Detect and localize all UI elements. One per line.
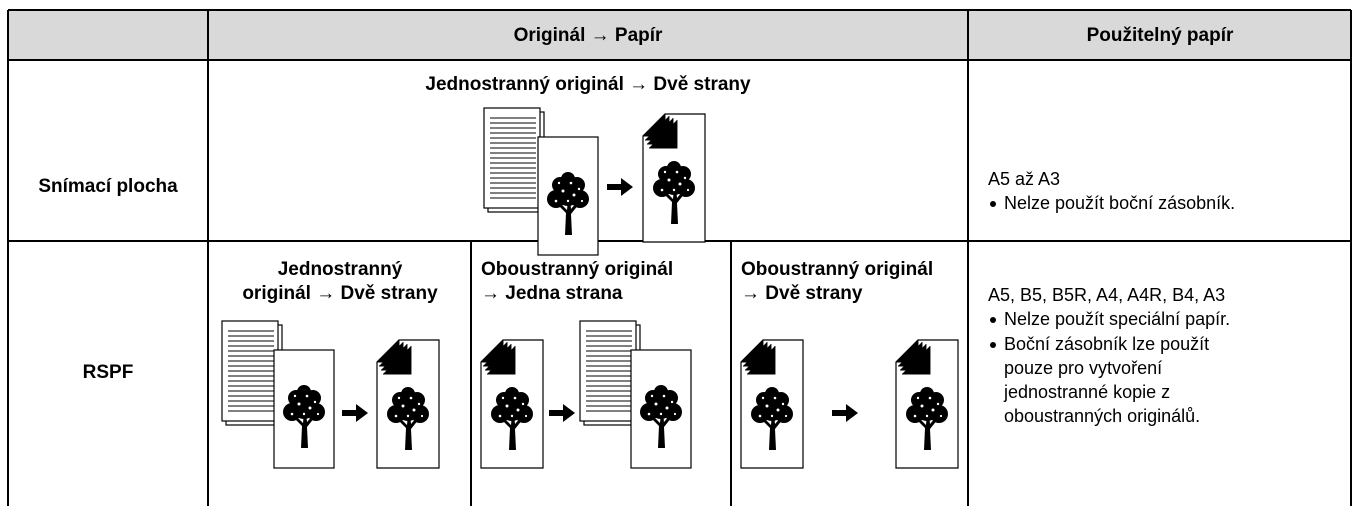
illustration: [481, 320, 691, 468]
note: Nelze použít speciální papír.: [1004, 309, 1230, 329]
mode-title: → Dvě strany: [741, 283, 863, 304]
header-cell: Použitelný papír: [1087, 25, 1234, 46]
mode-title: → Jedna strana: [481, 283, 623, 304]
header-bg: [8, 10, 1351, 60]
note: oboustranných originálů.: [1004, 406, 1200, 426]
mode-title: Oboustranný originál: [741, 259, 933, 280]
illustration: [741, 340, 958, 468]
illustration: [221, 320, 439, 468]
note: Nelze použít boční zásobník.: [1004, 193, 1235, 213]
bullet: [990, 342, 996, 348]
header-cell: Originál → Papír: [514, 25, 663, 46]
row-label: RSPF: [83, 362, 134, 383]
illustration: [483, 107, 705, 255]
mode-title: originál → Dvě strany: [242, 283, 438, 304]
row-label: Snímací plocha: [38, 176, 178, 197]
paper-sizes: A5 až A3: [988, 169, 1060, 189]
bullet: [990, 201, 996, 207]
note: pouze pro vytvoření: [1004, 358, 1162, 378]
mode-title: Jednostranný originál → Dvě strany: [425, 74, 751, 95]
note: Boční zásobník lze použít: [1004, 334, 1209, 354]
mode-title: Jednostranný: [278, 259, 403, 280]
mode-title: Oboustranný originál: [481, 259, 673, 280]
paper-sizes: A5, B5, B5R, A4, A4R, B4, A3: [988, 285, 1225, 305]
bullet: [990, 317, 996, 323]
note: jednostranné kopie z: [1003, 382, 1170, 402]
